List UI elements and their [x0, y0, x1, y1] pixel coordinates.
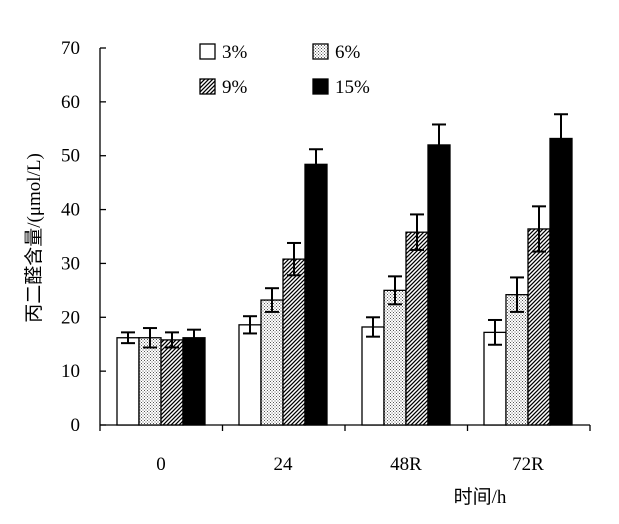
error-bar: [165, 331, 179, 349]
legend-label-3: 3%: [222, 42, 248, 63]
error-bar: [243, 315, 257, 335]
bar-9pct-24: [282, 258, 306, 426]
x-tick-label: 72R: [512, 454, 544, 475]
error-bar: [187, 328, 201, 347]
x-tick-label: 0: [156, 454, 166, 475]
tick-labels: 0 10 20 30 40 50 60 70 0 24 48R 72R: [61, 38, 544, 475]
legend-swatch-15: [312, 78, 329, 95]
legend-label-15: 15%: [335, 77, 370, 98]
x-tick-label: 24: [274, 454, 294, 475]
bar-6pct-24: [260, 299, 284, 426]
bar-6pct-72R: [505, 294, 529, 426]
error-bar: [287, 241, 301, 277]
legend-swatch-6: [312, 43, 329, 60]
legend-label-9: 9%: [222, 77, 248, 98]
error-bar: [510, 276, 524, 313]
x-tick-label: 48R: [390, 454, 422, 475]
bar-15pct-0: [182, 337, 206, 426]
y-tick-label: 70: [61, 38, 80, 59]
error-bar: [121, 331, 135, 345]
bar-3pct-0: [116, 337, 140, 426]
error-bar: [388, 275, 402, 306]
y-axis-title: 丙二醛含量/(μmol/L): [23, 153, 45, 323]
error-bar: [143, 327, 157, 349]
y-tick-label: 20: [61, 307, 80, 328]
bar-9pct-72R: [527, 228, 551, 426]
error-bars: [121, 113, 568, 349]
error-bar: [432, 123, 446, 167]
legend-swatch-9: [199, 78, 216, 95]
legend-swatch-3: [199, 43, 216, 60]
bar-3pct-24: [238, 324, 262, 426]
bar-6pct-0: [138, 337, 162, 426]
error-bar: [309, 148, 323, 181]
y-tick-label: 30: [61, 253, 80, 274]
error-bar: [554, 113, 568, 164]
y-tick-label: 50: [61, 146, 80, 167]
bar-9pct-48R: [405, 231, 429, 426]
x-axis-title: 时间/h: [454, 486, 507, 508]
error-bar: [410, 213, 424, 251]
bar-15pct-24: [304, 163, 328, 426]
bar-15pct-48R: [427, 144, 451, 426]
bar-15pct-72R: [549, 137, 573, 426]
y-tick-label: 10: [61, 361, 80, 382]
bar-3pct-72R: [483, 331, 507, 426]
y-tick-label: 40: [61, 200, 80, 221]
y-tick-label: 60: [61, 92, 80, 113]
legend-label-6: 6%: [335, 42, 361, 63]
bars: [116, 137, 573, 426]
bar-6pct-48R: [383, 289, 407, 426]
bar-9pct-0: [160, 339, 184, 426]
y-tick-label: 0: [71, 415, 81, 436]
error-bar: [488, 318, 502, 346]
error-bar: [265, 287, 279, 313]
error-bar: [366, 316, 380, 338]
error-bar: [532, 205, 546, 253]
legend: 3% 6% 9% 15%: [199, 42, 370, 98]
bar-3pct-48R: [361, 326, 385, 426]
